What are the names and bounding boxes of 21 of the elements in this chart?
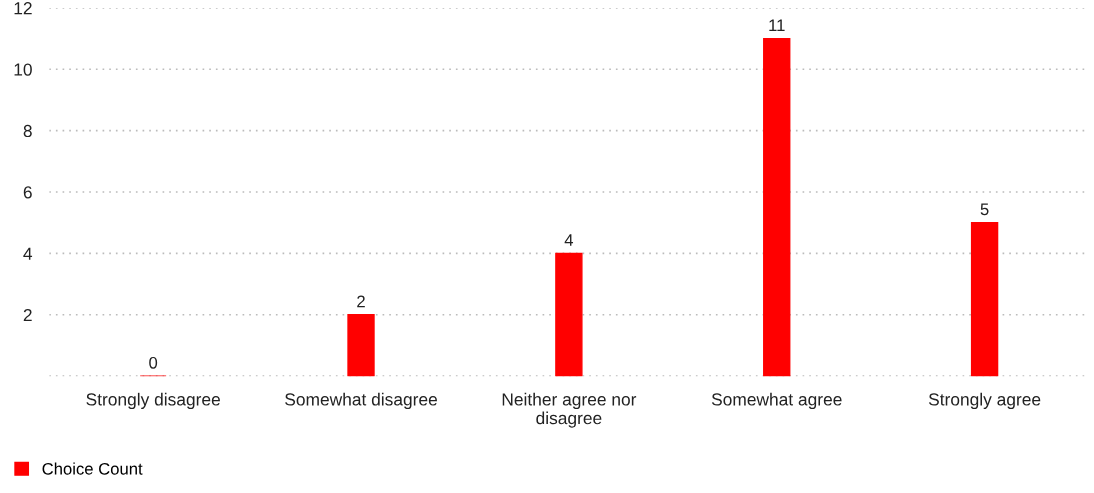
x-tick-label: Somewhat agree [711, 392, 842, 410]
x-tick-label: Strongly disagree [86, 392, 220, 410]
y-tick-label: 12 [14, 2, 32, 15]
y-tick-label: 6 [23, 186, 32, 199]
data-label: 11 [769, 19, 785, 31]
y-tick-label: 8 [23, 124, 32, 138]
bar [763, 37, 791, 377]
data-label: 0 [149, 356, 158, 369]
x-tick-label: Strongly agree [928, 392, 1041, 410]
bar [970, 222, 999, 377]
data-label: 2 [357, 295, 365, 308]
y-tick-label: 10 [14, 63, 32, 76]
data-label: 4 [564, 234, 574, 246]
bar [347, 314, 375, 377]
y-tick-label: 4 [23, 247, 33, 260]
x-tick-label: Neither agree nor disagree [502, 392, 637, 428]
x-tick-label: Somewhat disagree [285, 392, 437, 410]
data-label: 5 [980, 203, 989, 216]
bar [555, 252, 583, 377]
y-tick-label: 2 [23, 308, 32, 322]
legend-label: Choice Count [42, 462, 143, 475]
